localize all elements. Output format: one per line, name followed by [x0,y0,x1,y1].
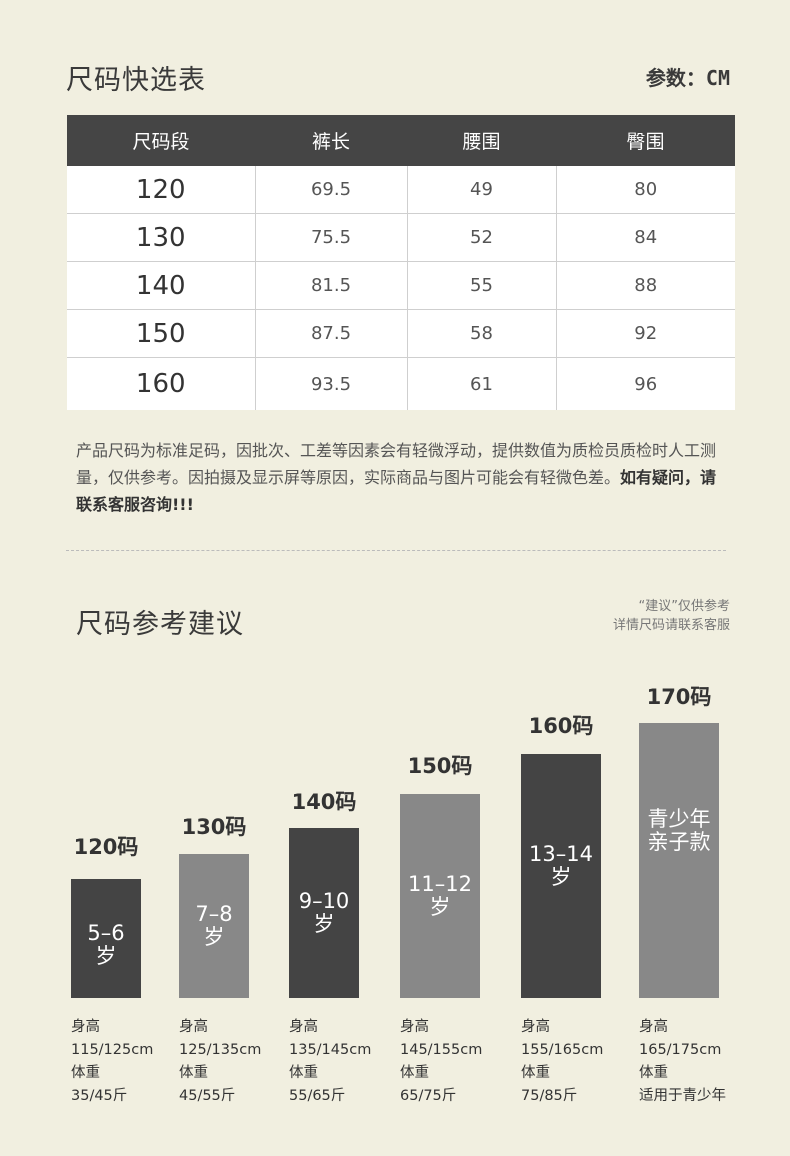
bar-age: 青少年 [647,806,711,831]
header-size: 尺码段 [67,115,255,166]
cell-hip: 80 [556,166,735,214]
weight-label: 体重 [521,1065,550,1081]
cell-size: 150 [67,309,256,358]
height-value: 125/135cm [179,1042,262,1058]
cell-size: 160 [67,357,256,410]
unit-label: 参数：CM [646,62,730,91]
bar-age: 9–10 [298,889,350,913]
cell-waist: 58 [407,309,557,358]
bar-age-unit: 岁 [550,865,572,889]
note-text: 产品尺码为标准足码，因批次、工差等因素会有轻微浮动，提供数值为质检员质检时人工测… [76,441,717,487]
table-row: 160 93.5 61 96 [67,357,735,410]
tip-line-1: “建议”仅供参考 [638,599,730,614]
height-label: 身高 [289,1019,318,1035]
bar-size-label: 120码 [73,835,139,859]
bar-size-label: 150码 [407,754,473,778]
cell-length: 93.5 [255,357,408,410]
weight-value: 55/65斤 [289,1088,346,1104]
height-label: 身高 [71,1019,100,1035]
bar-size-label: 140码 [291,790,357,814]
size-bar: 青少年 亲子款 [639,723,719,998]
weight-value: 35/45斤 [71,1088,128,1104]
height-label: 身高 [400,1019,429,1035]
height-label: 身高 [639,1019,668,1035]
bar-info: 身高 155/165cm 体重 75/85斤 [521,1016,603,1108]
weight-label: 体重 [289,1065,318,1081]
bar-age-unit: 亲子款 [647,829,711,854]
cell-size: 120 [67,166,256,214]
recommend-title: 尺码参考建议 [76,609,244,640]
recommend-tip: “建议”仅供参考 详情尺码请联系客服 [613,597,730,635]
weight-value: 45/55斤 [179,1088,236,1104]
cell-waist: 55 [407,261,557,310]
size-bar: 5–6 岁 [71,879,141,998]
bar-age-unit: 岁 [313,912,335,936]
bar-age-unit: 岁 [429,895,451,919]
height-value: 135/145cm [289,1042,372,1058]
height-value: 165/175cm [639,1042,722,1058]
bar-age: 5–6 [87,920,125,945]
size-bar: 11–12 岁 [400,794,480,998]
table-row: 130 75.5 52 84 [67,213,735,262]
weight-value: 适用于青少年 [639,1088,726,1104]
height-value: 155/165cm [521,1042,604,1058]
bar-age: 7–8 [195,902,233,926]
cell-waist: 52 [407,213,557,262]
header-length: 裤长 [255,115,407,166]
cell-waist: 49 [407,166,557,214]
header-waist: 腰围 [407,115,556,166]
cell-size: 140 [67,261,256,310]
size-note: 产品尺码为标准足码，因批次、工差等因素会有轻微浮动，提供数值为质检员质检时人工测… [76,437,726,518]
size-table: 尺码段 裤长 腰围 臀围 120 69.5 49 80 130 75.5 52 … [67,115,735,410]
cell-hip: 84 [556,213,735,262]
bar-info: 身高 165/175cm 体重 适用于青少年 [639,1016,726,1108]
unit-label-text: 参数： [645,66,706,90]
divider [66,550,726,551]
weight-value: 65/75斤 [400,1088,457,1104]
cell-hip: 92 [556,309,735,358]
size-table-header: 尺码段 裤长 腰围 臀围 [67,115,735,166]
weight-value: 75/85斤 [521,1088,578,1104]
weight-label: 体重 [639,1065,668,1081]
note-emphasis: 如有疑问，请联系客服咨询!!! [76,468,717,514]
table-row: 120 69.5 49 80 [67,166,735,214]
bar-age-unit: 岁 [95,943,117,968]
bar-age: 11–12 [408,872,472,896]
bar-info: 身高 145/155cm 体重 65/75斤 [400,1016,482,1108]
bar-size-label: 130码 [181,815,247,839]
cell-waist: 61 [407,357,557,410]
tip-line-2: 详情尺码请联系客服 [612,618,730,633]
weight-label: 体重 [179,1065,208,1081]
size-bar: 9–10 岁 [289,828,359,998]
bar-age-unit: 岁 [203,925,225,949]
size-bar: 7–8 岁 [179,854,249,998]
cell-length: 69.5 [255,166,408,214]
bar-size-label: 170码 [646,685,712,709]
cell-size: 130 [67,213,256,262]
bar-info: 身高 125/135cm 体重 45/55斤 [179,1016,261,1108]
height-label: 身高 [179,1019,208,1035]
height-value: 115/125cm [71,1042,154,1058]
weight-label: 体重 [400,1065,429,1081]
quick-table-title: 尺码快选表 [66,65,206,96]
cell-length: 81.5 [255,261,408,310]
cell-hip: 88 [556,261,735,310]
table-row: 140 81.5 55 88 [67,261,735,310]
size-bar: 13–14 岁 [521,754,601,998]
weight-label: 体重 [71,1065,100,1081]
header-hip: 臀围 [556,115,735,166]
bar-size-label: 160码 [528,714,594,738]
cell-hip: 96 [556,357,735,410]
height-label: 身高 [521,1019,550,1035]
bar-info: 身高 115/125cm 体重 35/45斤 [71,1016,153,1108]
unit-value: CM [705,66,730,90]
bar-info: 身高 135/145cm 体重 55/65斤 [289,1016,371,1108]
cell-length: 75.5 [255,213,408,262]
cell-length: 87.5 [255,309,408,358]
table-row: 150 87.5 58 92 [67,309,735,358]
bar-age: 13–14 [529,842,593,866]
height-value: 145/155cm [400,1042,483,1058]
